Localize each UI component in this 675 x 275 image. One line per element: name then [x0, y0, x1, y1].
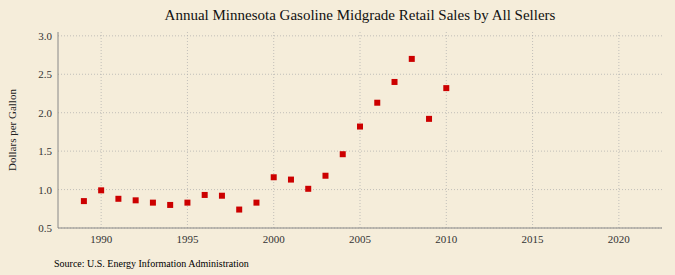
y-grid-line — [58, 112, 662, 113]
y-grid-line — [58, 35, 662, 36]
point — [357, 124, 363, 130]
x-grid-line — [618, 32, 619, 228]
x-grid-line — [187, 32, 188, 228]
x-grid-line — [273, 32, 274, 228]
x-grid-line — [360, 32, 361, 228]
point — [167, 202, 173, 208]
chart-svg: 1990 1995 2000 2005 2010 2015 2020 0.5 1.0 1.5 2.0… — [0, 0, 675, 275]
x-tick-label: 2010 — [435, 233, 458, 245]
x-tick-label: 2000 — [263, 233, 286, 245]
point — [288, 177, 294, 183]
point — [271, 174, 277, 180]
x-axis-line — [58, 228, 662, 229]
source-note: Source: U.S. Energy Information Administ… — [54, 258, 249, 269]
y-tick-label: 0.5 — [38, 222, 52, 234]
x-tick-label: 1995 — [176, 233, 199, 245]
x-grid-line — [101, 32, 102, 228]
point — [409, 56, 415, 62]
point — [98, 187, 104, 193]
y-tick-label: 2.5 — [38, 68, 52, 80]
x-tick-label: 2005 — [349, 233, 372, 245]
title: Annual Minnesota Gasoline Midgrade Retai… — [165, 7, 556, 23]
point — [81, 198, 87, 204]
x-tick-label: 1990 — [90, 233, 113, 245]
y-grid-line — [58, 151, 662, 152]
y-axis-line — [58, 32, 59, 228]
point — [374, 100, 380, 106]
point — [133, 197, 139, 203]
x-grid-line — [532, 32, 533, 228]
x-grid-line — [446, 32, 447, 228]
y-axis-label: Dollars per Gallon — [6, 89, 18, 171]
grid — [58, 32, 662, 228]
point — [115, 196, 121, 202]
point — [236, 207, 242, 213]
point — [305, 186, 311, 192]
point — [184, 200, 190, 206]
point — [443, 85, 449, 91]
y-grid-line — [58, 189, 662, 190]
point — [150, 200, 156, 206]
x-tick-label: 2015 — [522, 233, 545, 245]
y-tick-label: 1.5 — [38, 145, 52, 157]
point — [219, 193, 225, 199]
point — [253, 200, 259, 206]
x-tick-label: 2020 — [608, 233, 631, 245]
point — [340, 151, 346, 157]
background — [0, 0, 675, 275]
point — [202, 192, 208, 198]
y-tick-label: 3.0 — [38, 30, 52, 42]
y-tick-label: 2.0 — [38, 107, 52, 119]
point — [322, 173, 328, 179]
point — [392, 79, 398, 85]
axes: 1990 1995 2000 2005 2010 2015 2020 0.5 1.0 1.5 2.0… — [38, 30, 662, 245]
point — [426, 116, 432, 122]
y-grid-line — [58, 228, 662, 229]
points — [81, 56, 449, 213]
y-tick-label: 1.0 — [38, 184, 52, 196]
y-grid-line — [58, 74, 662, 75]
chart-container: 1990 1995 2000 2005 2010 2015 2020 0.5 1.0 1.5 2.0… — [0, 0, 675, 275]
